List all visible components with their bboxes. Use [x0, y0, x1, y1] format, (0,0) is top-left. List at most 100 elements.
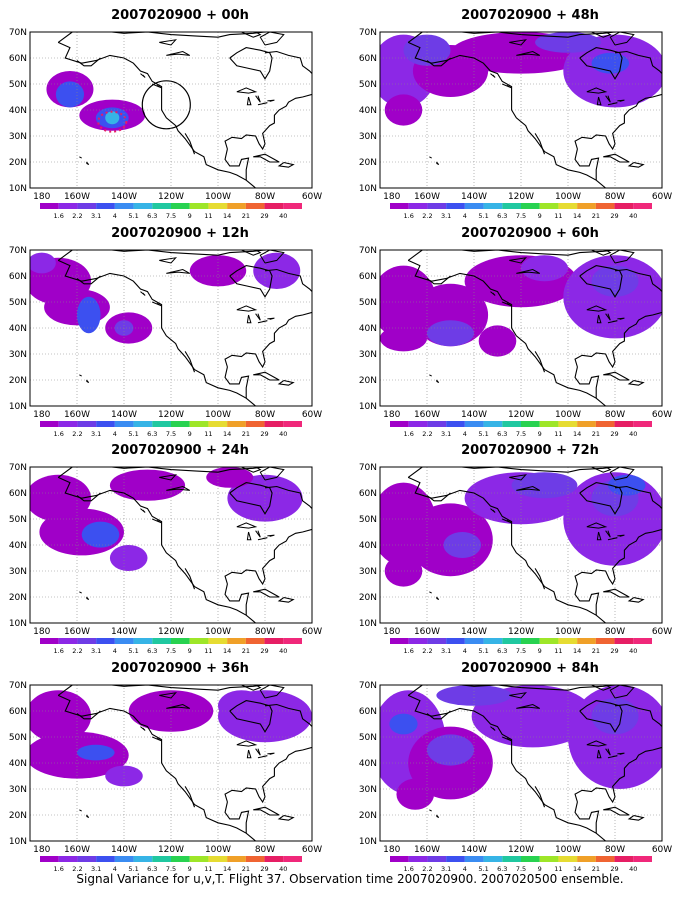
color-bar-level: 21 — [592, 647, 600, 655]
color-bar-level: 11 — [204, 212, 212, 220]
signal-contour-4 — [227, 474, 303, 522]
lat-tick-label: 40N — [359, 106, 377, 116]
lat-tick-label: 60N — [9, 707, 27, 717]
color-bar-level: 2.2 — [72, 647, 82, 655]
lat-tick-label: 20N — [9, 376, 27, 386]
map-plot: 10N 20N 30N 40N 50N 60N 70N 180 160W 140W 120W 100W… — [9, 28, 322, 220]
color-bar-swatch — [502, 638, 521, 644]
map-plot: 10N 20N 30N 40N 50N 60N 70N 180 160W 140W 120W 100W… — [9, 463, 322, 655]
color-bar: 1.6 2.2 3.1 4 5.1 6.3 7.5 9 11 14 21 29 40 — [40, 203, 302, 220]
color-bar-level: 7.5 — [166, 865, 176, 873]
map-panel-84h: 2007020900 + 84h 10N 20N 30N 40N 50N 60N 70N 180… — [359, 661, 680, 876]
color-bar: 1.6 2.2 3.1 4 5.1 6.3 7.5 9 11 14 21 29 40 — [40, 421, 302, 438]
color-bar-level: 21 — [242, 212, 250, 220]
color-bar-level: 11 — [554, 647, 562, 655]
color-bar-level: 7.5 — [516, 865, 526, 873]
color-bar-swatch — [40, 203, 59, 209]
color-bar-level: 4 — [113, 430, 117, 438]
color-bar-level: 40 — [279, 212, 287, 220]
color-bar-level: 6.3 — [497, 212, 507, 220]
lon-tick-label: 140W — [111, 627, 137, 637]
lat-tick-label: 60N — [9, 489, 27, 499]
color-bar-level: 1.6 — [54, 865, 64, 873]
color-bar-level: 29 — [260, 430, 268, 438]
lon-tick-label: 60W — [652, 845, 672, 855]
lon-tick-label: 120W — [158, 845, 184, 855]
lat-tick-label: 10N — [359, 837, 377, 847]
lat-tick-label: 50N — [9, 515, 27, 525]
color-bar: 1.6 2.2 3.1 4 5.1 6.3 7.5 9 11 14 21 29 40 — [40, 856, 302, 873]
color-bar-swatch — [614, 421, 634, 427]
color-bar-swatch — [633, 856, 652, 862]
lon-tick-label: 80W — [605, 845, 625, 855]
lat-tick-label: 30N — [9, 132, 27, 142]
lon-tick-label: 160W — [64, 410, 90, 420]
map-plot: 10N 20N 30N 40N 50N 60N 70N 180 160W 140W 120W 100W… — [9, 681, 322, 873]
lat-tick-label: 20N — [359, 811, 377, 821]
color-bar-level: 29 — [610, 212, 618, 220]
lon-tick-label: 140W — [111, 410, 137, 420]
lon-tick-label: 100W — [205, 627, 231, 637]
signal-contour-8 — [521, 255, 568, 282]
lon-tick-label: 60W — [652, 410, 672, 420]
color-bar: 1.6 2.2 3.1 4 5.1 6.3 7.5 9 11 14 21 29 40 — [390, 638, 652, 655]
color-bar-level: 4 — [463, 212, 467, 220]
color-bar-swatch — [40, 638, 59, 644]
lon-tick-label: 160W — [64, 627, 90, 637]
lat-tick-label: 40N — [9, 106, 27, 116]
signal-contour-2 — [81, 521, 120, 548]
color-bar-swatch — [189, 421, 209, 427]
color-bar-level: 14 — [223, 212, 231, 220]
lat-tick-label: 50N — [359, 298, 377, 308]
color-bar-swatch — [96, 638, 115, 644]
signal-contour-7 — [30, 252, 56, 274]
panel-title: 2007020900 + 60h — [461, 226, 599, 241]
color-bar-swatch — [427, 421, 447, 427]
color-bar-swatch — [171, 856, 190, 862]
color-bar-swatch — [633, 421, 652, 427]
color-bar-level: 4 — [113, 647, 117, 655]
color-bar-level: 14 — [573, 430, 581, 438]
color-bar-level: 3.1 — [441, 430, 451, 438]
map-panel-60h: 2007020900 + 60h 10N 20N 30N 40N 50N 60N 70N 180… — [359, 226, 680, 441]
panel-title: 2007020900 + 72h — [461, 443, 599, 458]
color-bar-swatch — [58, 203, 78, 209]
color-bar-level: 5.1 — [478, 647, 488, 655]
color-bar-level: 11 — [204, 865, 212, 873]
lon-tick-label: 140W — [461, 845, 487, 855]
color-bar-level: 6.3 — [147, 212, 157, 220]
lat-tick-label: 50N — [359, 80, 377, 90]
color-bar-level: 11 — [204, 647, 212, 655]
color-bar-level: 2.2 — [422, 865, 432, 873]
color-bar: 1.6 2.2 3.1 4 5.1 6.3 7.5 9 11 14 21 29 40 — [40, 638, 302, 655]
color-bar-swatch — [208, 856, 228, 862]
color-bar-swatch — [427, 856, 447, 862]
color-bar-level: 29 — [610, 865, 618, 873]
color-bar-swatch — [152, 421, 171, 427]
figure-caption: Signal Variance for u,v,T. Flight 37. Ob… — [76, 872, 624, 886]
color-bar-swatch — [558, 421, 578, 427]
map-plot: 10N 20N 30N 40N 50N 60N 70N 180 160W 140W 120W 100W… — [359, 28, 672, 220]
color-bar-swatch — [408, 856, 428, 862]
color-bar-swatch — [245, 856, 265, 862]
lat-tick-label: 60N — [359, 489, 377, 499]
lat-tick-label: 50N — [9, 298, 27, 308]
color-bar-swatch — [227, 421, 246, 427]
lon-tick-label: 120W — [508, 845, 534, 855]
color-bar-level: 2.2 — [72, 212, 82, 220]
color-bar-level: 11 — [204, 430, 212, 438]
color-bar-level: 29 — [260, 865, 268, 873]
signal-contour-2 — [427, 320, 474, 347]
lon-tick-label: 180 — [383, 627, 400, 637]
color-bar-swatch — [502, 856, 521, 862]
color-bar-level: 9 — [538, 865, 542, 873]
signal-contour-6 — [380, 325, 427, 352]
color-bar-swatch — [446, 856, 465, 862]
lat-tick-label: 30N — [9, 785, 27, 795]
lat-tick-label: 20N — [9, 811, 27, 821]
lat-tick-label: 70N — [359, 681, 377, 691]
lat-tick-label: 60N — [9, 54, 27, 64]
color-bar-swatch — [208, 421, 228, 427]
lon-tick-label: 80W — [605, 410, 625, 420]
color-bar-swatch — [171, 638, 190, 644]
